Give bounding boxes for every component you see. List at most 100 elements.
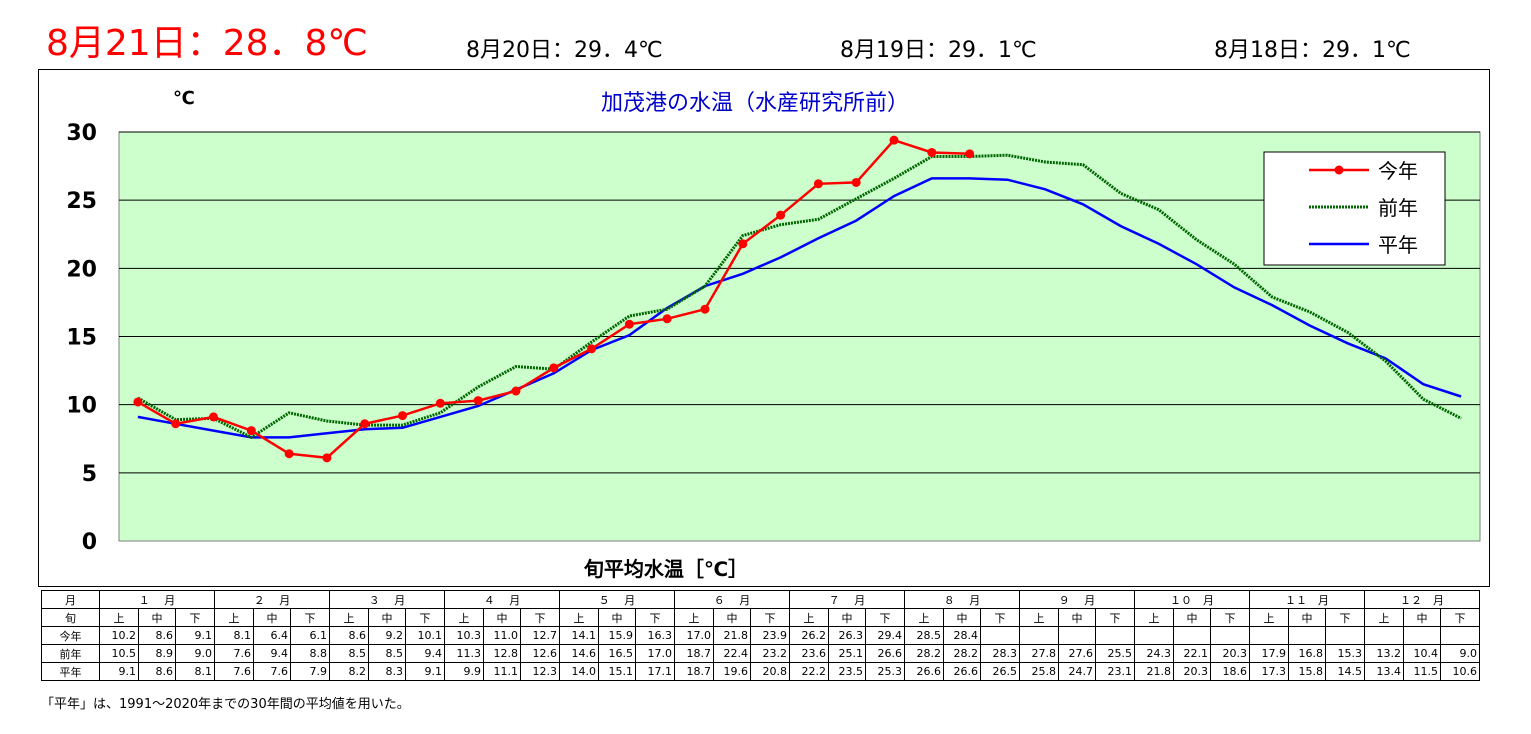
series-lines (133, 135, 1462, 463)
value-cell: 11.0 (483, 626, 521, 645)
value-cell: 28.4 (943, 626, 981, 645)
data-point (246, 426, 256, 436)
y-tick-label: 10 (66, 394, 97, 419)
data-point (965, 149, 975, 159)
value-cell: 26.6 (943, 662, 981, 681)
value-cell: 12.7 (520, 626, 560, 645)
period-cell: 下 (980, 608, 1020, 627)
month-cell: １２ 月 (1364, 590, 1480, 609)
data-point (813, 179, 823, 189)
row-label: 平年 (41, 662, 100, 681)
value-cell: 8.3 (368, 662, 406, 681)
y-axis-unit: ℃ (173, 88, 195, 109)
value-cell: 27.8 (1019, 644, 1059, 663)
y-tick-label: 0 (82, 530, 97, 555)
month-cell: ７ 月 (789, 590, 905, 609)
period-cell: 上 (674, 608, 714, 627)
legend-label: 前年 (1378, 196, 1418, 220)
value-cell: 8.5 (368, 644, 406, 663)
value-cell: 9.4 (253, 644, 291, 663)
data-point (511, 386, 521, 396)
data-point (435, 398, 445, 408)
period-cell: 上 (789, 608, 829, 627)
data-point (851, 177, 861, 187)
value-cell: 9.4 (405, 644, 445, 663)
value-cell: 27.6 (1058, 644, 1096, 663)
value-cell: 28.5 (904, 626, 944, 645)
value-cell (1403, 626, 1441, 645)
period-cell: 上 (444, 608, 484, 627)
value-cell (1325, 626, 1365, 645)
value-cell: 26.5 (980, 662, 1020, 681)
y-tick-label: 20 (66, 257, 97, 282)
y-tick-label: 30 (66, 121, 97, 146)
table-row: 前年 10.5 8.9 9.0 7.6 9.4 8.8 8.5 8.5 9.4 11.3 12.8 12… (41, 644, 1480, 663)
value-cell: 10.5 (99, 644, 139, 663)
data-point (587, 344, 597, 354)
value-cell: 18.7 (674, 662, 714, 681)
period-cell: 下 (635, 608, 675, 627)
period-cell: 中 (828, 608, 866, 627)
period-cell: 上 (214, 608, 254, 627)
value-cell: 20.8 (750, 662, 790, 681)
current-temperature: 8月21日：28．8℃ (46, 23, 368, 64)
previous-day-temperature-2: 8月19日：29．1℃ (840, 38, 1037, 63)
period-cell: 下 (1095, 608, 1135, 627)
value-cell (1134, 626, 1174, 645)
data-point (700, 304, 710, 314)
y-tick-label: 25 (66, 189, 97, 214)
value-cell: 8.1 (214, 626, 254, 645)
period-cell: 下 (175, 608, 215, 627)
value-cell: 28.3 (980, 644, 1020, 663)
value-cell: 22.1 (1173, 644, 1211, 663)
value-cell: 10.3 (444, 626, 484, 645)
value-cell: 16.5 (598, 644, 636, 663)
table-row: 今年 10.2 8.6 9.1 8.1 6.4 6.1 8.6 9.2 10.1 10.3 11.0 1… (41, 626, 1480, 645)
value-cell: 8.9 (138, 644, 176, 663)
y-tick-labels: 0 5 10 15 20 25 30 (66, 121, 97, 555)
data-point (209, 412, 219, 422)
value-cell: 18.6 (1210, 662, 1250, 681)
row-label: 前年 (41, 644, 100, 663)
period-cell: 上 (1364, 608, 1404, 627)
value-cell: 17.1 (635, 662, 675, 681)
value-cell: 26.2 (789, 626, 829, 645)
month-cell: ５ 月 (559, 590, 675, 609)
value-cell: 10.1 (405, 626, 445, 645)
data-point (927, 147, 937, 157)
data-point (171, 419, 181, 429)
period-cell: 中 (1058, 608, 1096, 627)
data-point (284, 449, 294, 459)
value-cell: 13.4 (1364, 662, 1404, 681)
value-cell: 20.3 (1210, 644, 1250, 663)
period-row: 旬上中下上中下上中下上中下上中下上中下上中下上中下上中下上中下上中下上中下 (41, 608, 1480, 627)
data-point (133, 397, 143, 407)
period-cell: 下 (865, 608, 905, 627)
value-cell: 25.1 (828, 644, 866, 663)
value-cell: 10.4 (1403, 644, 1441, 663)
data-point (473, 396, 483, 406)
value-cell (1173, 626, 1211, 645)
value-cell: 7.6 (214, 662, 254, 681)
data-point (889, 135, 899, 145)
footnote: 「平年」は、1991～2020年までの30年間の平均値を用いた。 (41, 697, 410, 712)
period-cell: 中 (1403, 608, 1441, 627)
value-cell (1210, 626, 1250, 645)
value-cell: 8.8 (290, 644, 330, 663)
month-cell: ４ 月 (444, 590, 560, 609)
period-cell: 中 (138, 608, 176, 627)
value-cell (980, 626, 1020, 645)
month-cell: ８ 月 (904, 590, 1020, 609)
value-cell: 9.0 (175, 644, 215, 663)
value-cell: 26.3 (828, 626, 866, 645)
value-cell: 16.3 (635, 626, 675, 645)
value-cell: 16.8 (1288, 644, 1326, 663)
value-cell: 9.1 (99, 662, 139, 681)
series-last-year (137, 153, 1462, 440)
value-cell: 17.0 (674, 626, 714, 645)
value-cell (1058, 626, 1096, 645)
value-cell: 14.6 (559, 644, 599, 663)
value-cell: 8.5 (329, 644, 369, 663)
value-cell: 15.8 (1288, 662, 1326, 681)
value-cell: 7.6 (214, 644, 254, 663)
